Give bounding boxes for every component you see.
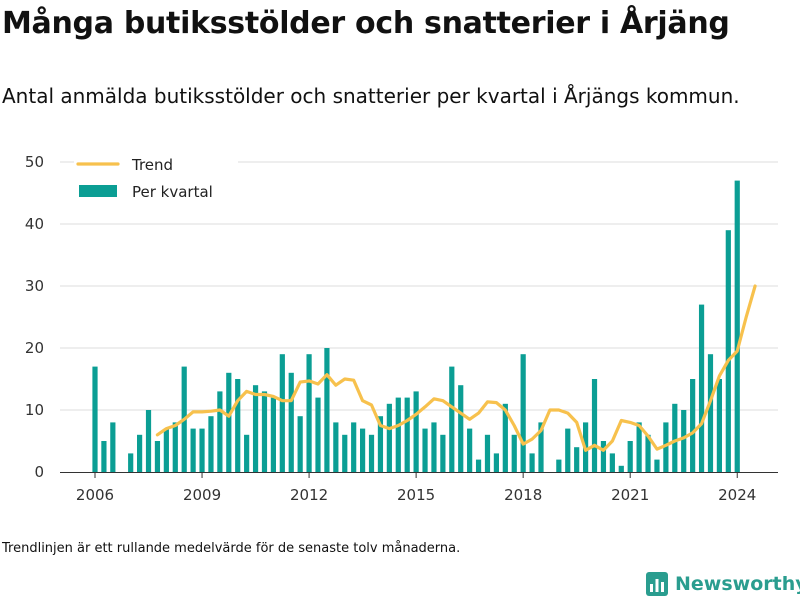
bar <box>663 422 669 472</box>
bar <box>565 428 571 472</box>
trend-line <box>155 284 757 452</box>
x-tick-label: 2018 <box>504 486 542 504</box>
bar <box>252 385 259 472</box>
bar <box>627 441 633 472</box>
bar <box>511 434 517 472</box>
bar <box>707 354 714 472</box>
y-tick-label: 0 <box>34 463 44 481</box>
bar <box>342 434 348 472</box>
bar <box>351 422 357 472</box>
bar <box>297 416 303 472</box>
bar <box>493 453 499 472</box>
bar <box>333 422 339 472</box>
chart-subtitle: Antal anmälda butiksstölder och snatteri… <box>2 84 740 108</box>
bar <box>288 372 294 472</box>
bar <box>279 354 285 472</box>
bar <box>110 422 116 472</box>
bar <box>92 366 98 472</box>
bar <box>235 379 241 472</box>
legend: Trend Per kvartal <box>74 152 238 210</box>
bar <box>154 441 161 472</box>
bar <box>591 379 598 472</box>
x-axis-ticks: 2006 2009 2012 2015 2018 2021 2024 <box>76 472 756 504</box>
y-tick-label: 40 <box>25 215 44 233</box>
x-tick-label: 2012 <box>290 486 328 504</box>
legend-trend-label: Trend <box>131 156 173 174</box>
bar <box>377 416 384 472</box>
x-tick-label: 2009 <box>183 486 221 504</box>
bar <box>101 441 107 472</box>
bar <box>458 385 464 472</box>
legend-bar-swatch <box>79 185 117 197</box>
bar <box>315 397 321 472</box>
bar <box>716 379 722 472</box>
x-tick-label: 2015 <box>397 486 435 504</box>
bar <box>672 403 678 472</box>
bar <box>145 410 152 472</box>
bar <box>217 391 223 472</box>
bar <box>137 434 143 472</box>
bar <box>484 434 491 472</box>
bar <box>244 434 250 472</box>
bar <box>645 434 651 472</box>
bar <box>261 391 268 472</box>
bar <box>618 465 624 472</box>
bar <box>538 422 544 472</box>
bar <box>172 422 178 472</box>
legend-background <box>74 152 238 210</box>
bar <box>190 428 196 472</box>
chart-title: Många butiksstölder och snatterier i Årj… <box>2 6 730 41</box>
bar-chart: 0 10 20 30 40 50 2006 2009 2012 2015 2018 2021 2024… <box>25 152 778 504</box>
logo-text: Newsworthy <box>675 573 800 595</box>
bar <box>681 410 687 472</box>
bar <box>199 428 205 472</box>
bar <box>556 459 562 472</box>
bar <box>609 453 615 472</box>
x-tick-label: 2006 <box>76 486 114 504</box>
bar <box>226 372 232 472</box>
y-tick-label: 50 <box>25 153 44 171</box>
y-axis-ticks: 0 10 20 30 40 50 <box>25 153 44 481</box>
bar <box>368 434 375 472</box>
bar <box>690 379 696 472</box>
y-tick-label: 20 <box>25 339 44 357</box>
bar <box>654 459 660 472</box>
legend-bar-label: Per kvartal <box>132 183 213 201</box>
bar <box>502 403 508 472</box>
bar <box>431 422 437 472</box>
y-tick-label: 10 <box>25 401 44 419</box>
bar <box>128 453 134 472</box>
bar <box>306 354 312 472</box>
bar <box>475 459 482 472</box>
bar <box>529 453 535 472</box>
bar <box>440 434 446 472</box>
bar <box>208 416 214 472</box>
bar <box>734 180 740 472</box>
bar <box>404 397 410 472</box>
bar <box>574 447 580 472</box>
x-tick-label: 2024 <box>718 486 756 504</box>
bar <box>360 428 366 472</box>
bar <box>324 348 330 472</box>
bar <box>600 441 607 472</box>
bar <box>386 403 392 472</box>
bar <box>467 428 473 472</box>
footnote: Trendlinjen är ett rullande medelvärde f… <box>2 541 461 556</box>
newsworthy-logo: Newsworthy <box>645 569 800 599</box>
bar <box>413 391 419 472</box>
bar <box>636 422 642 472</box>
bar <box>698 304 705 472</box>
bar-chart-icon <box>646 572 668 596</box>
x-tick-label: 2021 <box>611 486 649 504</box>
bar <box>449 366 455 472</box>
bar <box>395 397 401 472</box>
bar <box>270 397 276 472</box>
bar <box>422 428 428 472</box>
bar <box>163 428 169 472</box>
bar <box>725 230 731 472</box>
bar <box>520 354 526 472</box>
y-tick-label: 30 <box>25 277 44 295</box>
